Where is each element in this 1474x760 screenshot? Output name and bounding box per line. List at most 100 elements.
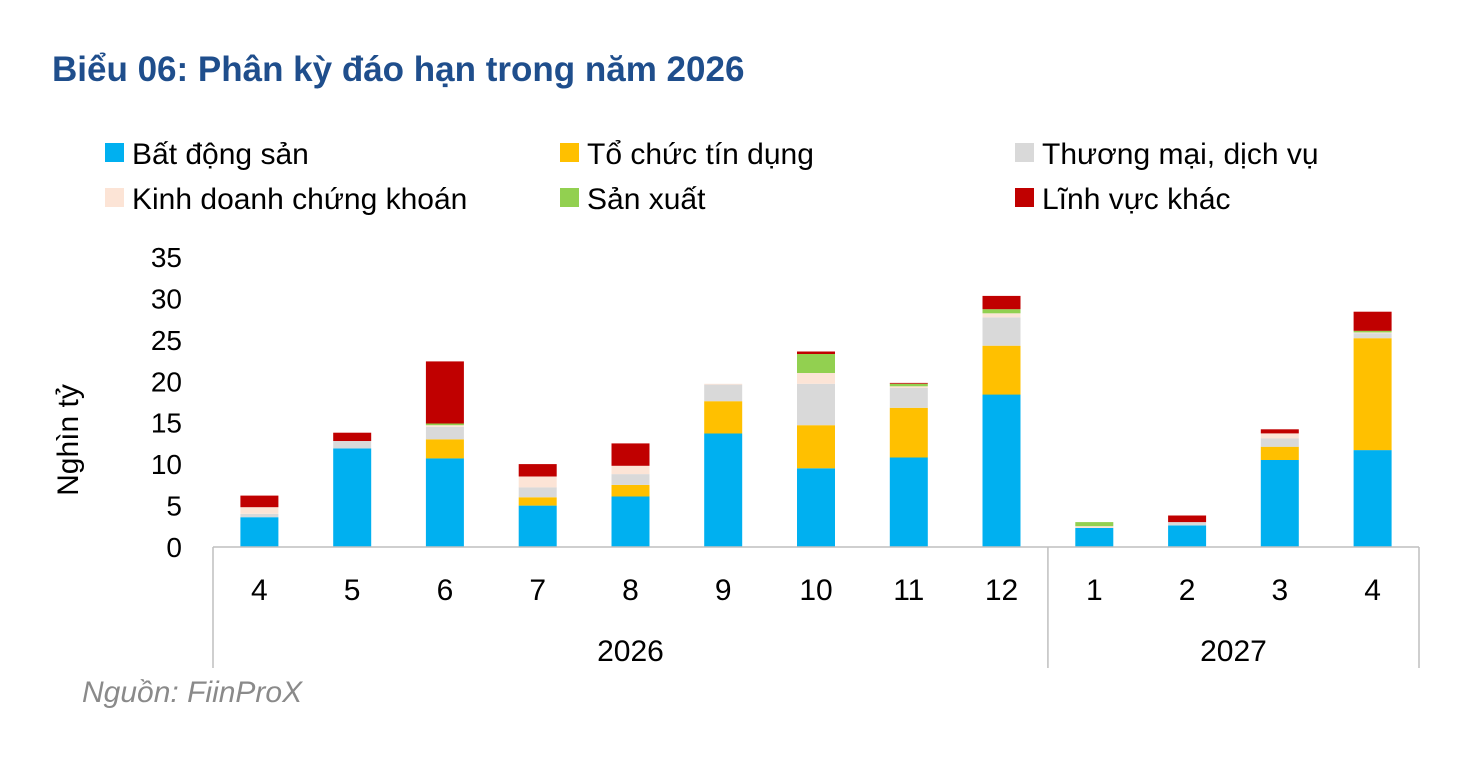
bar-segment-linh-vuc-khac [240,495,279,508]
legend-item-thuong-mai-dich-vu: Thương mại, dịch vụ [1015,138,1319,171]
bar-stack-13 [1353,311,1392,547]
bar-segment-to-chuc-tin-dung [797,425,835,469]
bar-segment-thuong-mai-dich-vu [1168,522,1207,526]
bar-segment-kinh-doanh-chung-khoan [889,386,928,388]
bar-stack-11 [1168,515,1207,547]
bar-stack-7 [797,351,835,547]
y-tick-label: 30 [151,283,182,314]
legend-item-bat-dong-san: Bất động sản [105,138,309,171]
legend: Bất động sản Tổ chức tín dụng Thương mại, … [105,138,1319,216]
bar-segment-linh-vuc-khac [1168,515,1207,523]
bar-segment-bat-dong-san [333,448,372,547]
bar-segment-linh-vuc-khac [982,295,1021,310]
bar-segment-kinh-doanh-chung-khoan [240,507,279,514]
bars [240,295,1392,547]
x-tick-label: 1 [1086,574,1103,607]
y-tick-label: 20 [151,366,182,397]
legend-item-to-chuc-tin-dung: Tổ chức tín dụng [560,138,814,171]
bar-segment-san-xuat [1075,522,1114,527]
bar-segment-bat-dong-san [1353,450,1392,547]
bar-segment-kinh-doanh-chung-khoan [518,476,557,488]
bar-stack-6 [704,383,743,547]
y-tick-label: 10 [151,449,182,480]
bar-segment-thuong-mai-dich-vu [797,383,835,426]
bar-segment-linh-vuc-khac [1353,311,1392,331]
bar-segment-to-chuc-tin-dung [982,345,1021,395]
legend-swatch [105,188,124,207]
bar-segment-bat-dong-san [1075,527,1114,547]
y-tick-label: 25 [151,325,182,356]
bar-segment-linh-vuc-khac [797,351,835,354]
source-note: Nguồn: FiinProX [82,676,303,709]
x-tick-label: 12 [985,574,1018,607]
legend-swatch [1015,188,1034,207]
bar-segment-kinh-doanh-chung-khoan [982,313,1021,318]
legend-label: Bất động sản [132,138,309,171]
bar-segment-san-xuat [797,353,835,373]
bar-segment-to-chuc-tin-dung [425,439,464,459]
bar-stack-4 [518,464,557,547]
bar-segment-linh-vuc-khac [1260,429,1299,434]
x-tick-label: 2 [1179,574,1196,607]
bar-segment-kinh-doanh-chung-khoan [425,425,464,427]
x-tick-label: 4 [251,574,268,607]
x-tick-label: 6 [437,574,454,607]
legend-label: Sản xuất [587,183,706,216]
bar-segment-san-xuat [1353,330,1392,333]
legend-item-san-xuat: Sản xuất [560,183,706,216]
bar-segment-thuong-mai-dich-vu [333,440,372,449]
bar-segment-kinh-doanh-chung-khoan [704,383,743,385]
bar-segment-san-xuat [982,309,1021,314]
bar-segment-bat-dong-san [797,468,835,547]
bar-segment-to-chuc-tin-dung [704,401,743,434]
bar-stack-10 [1075,522,1114,547]
legend-item-linh-vuc-khac: Lĩnh vực khác [1015,183,1231,216]
bar-segment-bat-dong-san [611,496,650,547]
legend-swatch [1015,143,1034,162]
legend-label: Thương mại, dịch vụ [1042,138,1319,171]
bar-segment-to-chuc-tin-dung [889,407,928,458]
bar-segment-kinh-doanh-chung-khoan [611,465,650,475]
bar-segment-bat-dong-san [240,517,279,547]
bar-stack-8 [889,382,928,547]
bar-stack-2 [333,432,372,547]
y-tick-label: 5 [166,491,182,522]
bar-segment-to-chuc-tin-dung [611,484,650,497]
bar-segment-to-chuc-tin-dung [518,497,557,506]
bar-segment-thuong-mai-dich-vu [889,387,928,408]
bar-segment-bat-dong-san [889,457,928,547]
legend-label: Tổ chức tín dụng [587,138,814,171]
x-tick-label: 3 [1272,574,1289,607]
y-axis: 0 5 10 15 20 25 30 35 Nghìn tỷ [52,242,182,563]
bar-segment-thuong-mai-dich-vu [425,426,464,440]
legend-label: Lĩnh vực khác [1042,183,1231,216]
legend-swatch [560,143,579,162]
bar-segment-bat-dong-san [704,433,743,547]
bar-segment-thuong-mai-dich-vu [1353,333,1392,339]
bar-segment-kinh-doanh-chung-khoan [1260,433,1299,439]
chart-title: Biểu 06: Phân kỳ đáo hạn trong năm 2026 [52,50,745,89]
bar-segment-san-xuat [889,383,928,387]
legend-label: Kinh doanh chứng khoán [132,183,467,216]
bar-segment-kinh-doanh-chung-khoan [1353,332,1392,334]
bar-stack-12 [1260,429,1299,547]
bar-segment-to-chuc-tin-dung [1353,338,1392,451]
bar-segment-linh-vuc-khac [518,464,557,477]
bar-segment-linh-vuc-khac [425,361,464,424]
legend-swatch [105,143,124,162]
y-tick-label: 0 [166,532,182,563]
x-group-label: 2026 [597,635,664,668]
bar-segment-linh-vuc-khac [889,382,928,384]
y-axis-title: Nghìn tỷ [52,384,85,496]
bar-segment-thuong-mai-dich-vu [704,384,743,402]
bar-stack-5 [611,443,650,547]
bar-stack-3 [425,361,464,547]
bar-segment-bat-dong-san [1168,525,1207,547]
bar-stack-1 [240,495,279,547]
bar-segment-thuong-mai-dich-vu [240,513,279,518]
bar-segment-linh-vuc-khac [333,432,372,441]
bar-segment-bat-dong-san [518,505,557,547]
y-tick-label: 35 [151,242,182,273]
